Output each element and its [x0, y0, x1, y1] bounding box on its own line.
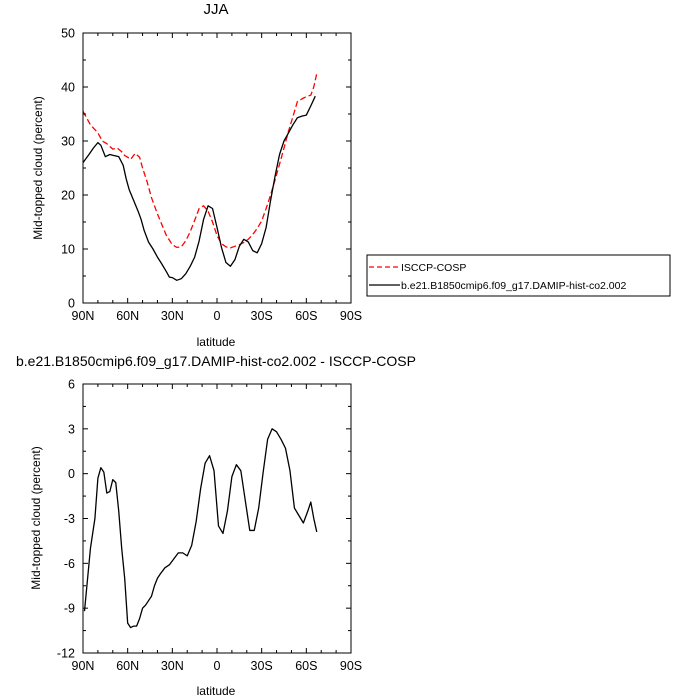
legend-label-isccp-cosp: ISCCP-COSP: [401, 262, 466, 274]
top-x-tick-labels: 90N 60N 30N 0 30S 60S 90S: [72, 309, 363, 323]
x-tick-label: 90N: [72, 309, 95, 323]
y-tick-label: 30: [61, 135, 75, 149]
x-tick-label: 30S: [251, 309, 273, 323]
bottom-panel: b.e21.B1850cmip6.f09_g17.DAMIP-hist-co2.…: [16, 353, 416, 698]
bottom-tick-marks: [82, 383, 352, 654]
top-series-lines: [82, 73, 318, 281]
bottom-x-axis-label: latitude: [197, 684, 236, 698]
y-tick-label: 40: [61, 81, 75, 95]
y-tick-label: -3: [64, 512, 75, 526]
y-tick-label: -6: [64, 557, 75, 571]
top-tick-marks: [82, 32, 352, 304]
y-tick-label: 10: [61, 243, 75, 257]
top-x-axis-label: latitude: [197, 335, 236, 349]
series-line-isccp-cosp: [82, 73, 318, 249]
x-tick-label: 90N: [72, 659, 95, 673]
x-tick-label: 0: [214, 659, 221, 673]
legend-box: [366, 254, 671, 297]
x-tick-label: 60N: [116, 309, 139, 323]
x-tick-label: 60S: [295, 309, 317, 323]
y-tick-label: 0: [68, 467, 75, 481]
y-tick-label: 50: [61, 27, 75, 41]
y-tick-label: -12: [57, 647, 75, 661]
legend-label-model: b.e21.B1850cmip6.f09_g17.DAMIP-hist-co2.…: [401, 280, 626, 292]
y-tick-label: 3: [68, 422, 75, 436]
x-tick-label: 90S: [340, 309, 362, 323]
x-tick-label: 90S: [340, 659, 362, 673]
y-tick-label: 6: [68, 378, 75, 392]
bottom-y-tick-labels: -12 -9 -6 -3 0 3 6: [57, 378, 75, 661]
bottom-x-tick-labels: 90N 60N 30N 0 30S 60S 90S: [72, 659, 363, 673]
bottom-series-lines: [83, 428, 318, 629]
y-tick-label: 20: [61, 189, 75, 203]
bottom-y-axis-label: Mid-topped cloud (percent): [29, 446, 43, 589]
top-chart-title: JJA: [203, 1, 228, 18]
top-y-axis-label: Mid-topped cloud (percent): [31, 96, 45, 239]
bottom-plot-frame: [82, 383, 352, 654]
x-tick-label: 30N: [161, 309, 184, 323]
legend: ISCCP-COSP b.e21.B1850cmip6.f09_g17.DAMI…: [366, 254, 671, 297]
bottom-chart-title: b.e21.B1850cmip6.f09_g17.DAMIP-hist-co2.…: [16, 353, 416, 369]
top-panel: JJA 0 10 20 30 40 50 90N 60N 30N 0 30S 60S 90S lati…: [31, 1, 671, 349]
x-tick-label: 60N: [116, 659, 139, 673]
top-y-tick-labels: 0 10 20 30 40 50: [61, 27, 75, 311]
x-tick-label: 0: [214, 309, 221, 323]
series-line-b-e21-b1850cmip6-f09-g17-damip-hist-co2-002: [82, 95, 316, 281]
y-tick-label: 0: [68, 297, 75, 311]
x-tick-label: 30S: [251, 659, 273, 673]
x-tick-label: 60S: [295, 659, 317, 673]
series-line-difference: [83, 428, 318, 629]
x-tick-label: 30N: [161, 659, 184, 673]
y-tick-label: -9: [64, 602, 75, 616]
